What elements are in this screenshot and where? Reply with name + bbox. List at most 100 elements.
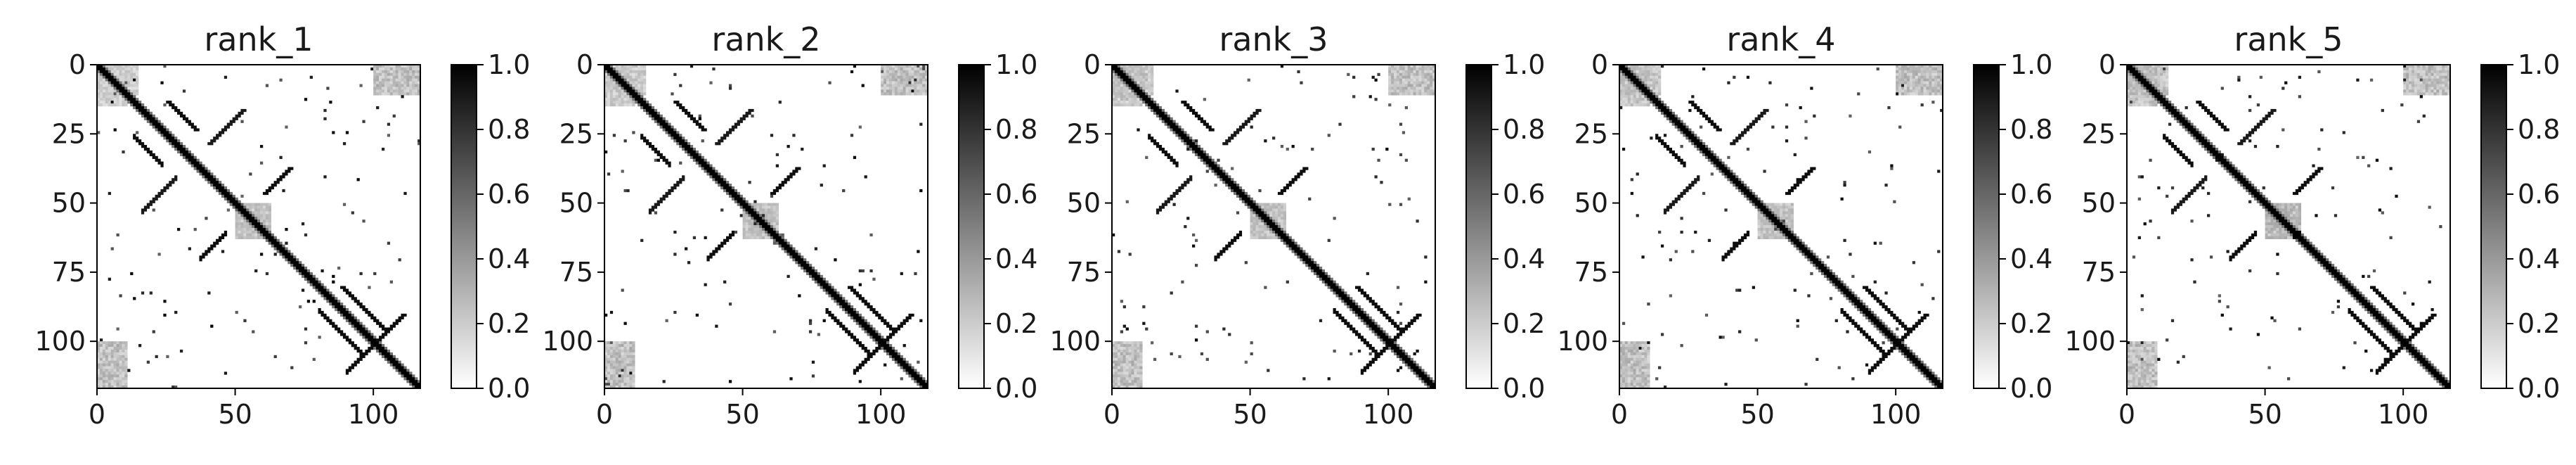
heatmap-cell (1275, 208, 1278, 211)
heatmap-cell (153, 115, 155, 117)
heatmap-cell (1115, 347, 1118, 350)
heatmap-cell (191, 162, 194, 165)
heatmap-cell (360, 333, 363, 336)
y-tick-label: 50 (52, 188, 86, 219)
heatmap-cell (1430, 89, 1432, 92)
heatmap-cell (673, 136, 676, 139)
heatmap-cell (323, 314, 326, 317)
heatmap-cell (610, 341, 613, 344)
heatmap-cell (1283, 208, 1286, 211)
heatmap-cell (624, 352, 627, 355)
heatmap-cell (1394, 92, 1397, 95)
heatmap-cell (403, 84, 406, 87)
heatmap-cell (1269, 211, 1272, 214)
heatmap-cell (1421, 89, 1424, 92)
heatmap-cell (329, 319, 332, 322)
heatmap-cell (279, 79, 282, 82)
heatmap-cell (900, 377, 903, 380)
heatmap-cell (663, 128, 666, 131)
heatmap-cell (624, 341, 627, 344)
heatmap-cell (124, 361, 127, 364)
heatmap-cell (787, 253, 789, 255)
heatmap-cell (260, 203, 263, 206)
heatmap-cell (751, 219, 753, 222)
heatmap-cell (770, 208, 773, 211)
heatmap-cell (1430, 82, 1432, 84)
heatmap-cell (1416, 364, 1418, 367)
heatmap-cell (911, 92, 914, 95)
heatmap-cell (399, 317, 401, 319)
heatmap-cell (629, 103, 632, 106)
heatmap-cell (1391, 82, 1394, 84)
heatmap-cell (246, 206, 249, 209)
heatmap-cell (776, 228, 779, 231)
heatmap-cell (629, 380, 632, 383)
heatmap-cell (279, 242, 282, 245)
heatmap-cell (105, 70, 108, 73)
heatmap-cell (1267, 217, 1269, 219)
heatmap-cell (720, 178, 723, 181)
heatmap-cell (1896, 79, 1898, 82)
heatmap-cell (898, 76, 900, 79)
heatmap-cell (263, 217, 266, 219)
heatmap-cell (144, 148, 147, 151)
heatmap-cell (624, 377, 627, 380)
heatmap-cell (103, 82, 105, 84)
heatmap-cell (1650, 82, 1652, 84)
heatmap-cell (914, 380, 917, 383)
heatmap-cell (243, 211, 246, 214)
heatmap-cell (635, 82, 637, 84)
heatmap-cell (1192, 151, 1195, 153)
heatmap-cell (219, 134, 221, 136)
heatmap-cell (1430, 84, 1432, 87)
heatmap-cell (1904, 68, 1907, 70)
heatmap-cell (1352, 300, 1355, 302)
heatmap-cell (859, 367, 862, 369)
heatmap-cell (673, 131, 676, 134)
heatmap-cell (124, 95, 127, 98)
heatmap-cell (892, 92, 895, 95)
heatmap-cell (1137, 380, 1139, 383)
heatmap-cell (815, 278, 817, 281)
heatmap-cell (1896, 73, 1898, 76)
heatmap-cell (652, 115, 654, 117)
heatmap-cell (210, 325, 213, 328)
heatmap-cell (621, 364, 624, 367)
heatmap-cell (114, 87, 117, 89)
heatmap-cell (122, 98, 124, 101)
heatmap-cell (1292, 247, 1295, 250)
heatmap-cell (1181, 131, 1184, 134)
heatmap-cell (1137, 92, 1139, 95)
heatmap-cell (1633, 70, 1636, 73)
heatmap-cell (1134, 364, 1137, 367)
heatmap-cell (798, 261, 801, 264)
heatmap-cell (906, 82, 909, 84)
heatmap-cell (748, 222, 751, 225)
heatmap-cell (1134, 87, 1137, 89)
heatmap-cell (709, 165, 712, 167)
heatmap-cell (770, 228, 773, 231)
heatmap-cell (260, 206, 263, 209)
heatmap-cell (1338, 288, 1341, 291)
heatmap-cell (765, 225, 768, 228)
heatmap-cell (776, 206, 779, 209)
heatmap-cell (103, 68, 105, 70)
heatmap-cell (119, 367, 122, 369)
heatmap-cell (1129, 350, 1132, 352)
heatmap-cell (357, 300, 360, 302)
heatmap-cell (1217, 167, 1219, 170)
heatmap-cell (1328, 377, 1331, 380)
heatmap-cell (865, 358, 867, 361)
heatmap-cell (1418, 92, 1421, 95)
heatmap-cell (1934, 70, 1937, 73)
heatmap-cell (673, 184, 676, 186)
heatmap-cell (210, 142, 213, 145)
heatmap-cell (1901, 70, 1904, 73)
heatmap-cell (898, 87, 900, 89)
heatmap-cell (729, 84, 732, 87)
heatmap-cell (415, 76, 418, 79)
heatmap-cell (1397, 68, 1399, 70)
heatmap-cell (759, 211, 762, 214)
heatmap-cell (1139, 344, 1142, 347)
heatmap-cell (1151, 103, 1153, 106)
